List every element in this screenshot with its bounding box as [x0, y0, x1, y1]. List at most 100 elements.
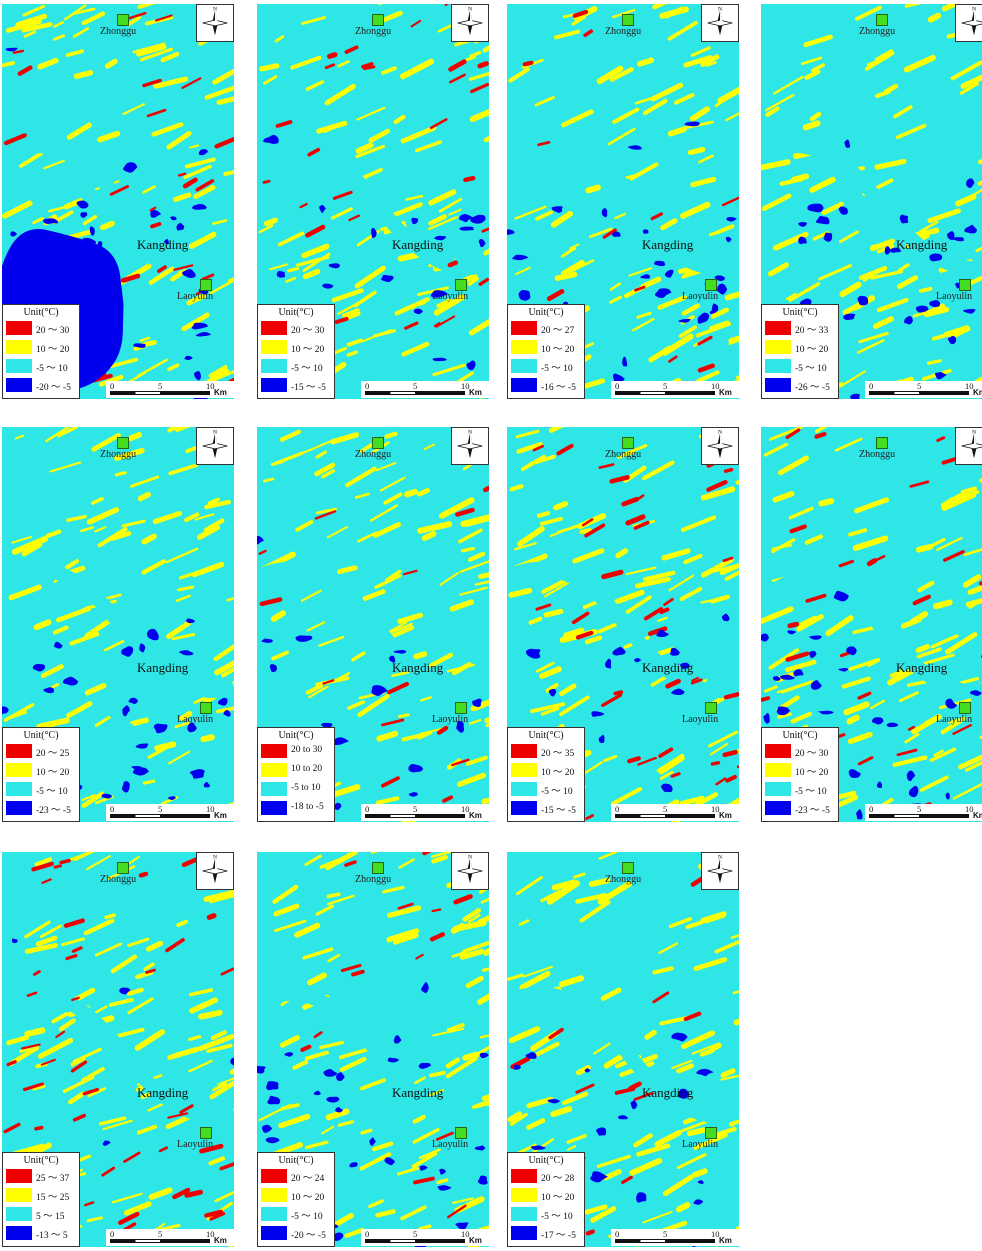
scale-unit-label: Km — [719, 1236, 732, 1245]
town-marker-laoyulin — [200, 1127, 212, 1139]
legend-row: -5 to 10 — [261, 782, 335, 796]
legend-row: 20 ～ 28 — [511, 1169, 585, 1184]
svg-text:N: N — [972, 430, 976, 436]
legend-range-label: -26 ～ -5 — [795, 383, 830, 393]
legend-range-label: 10 ～ 20 — [36, 345, 70, 355]
scale-unit-label: Km — [469, 811, 482, 820]
town-marker-laoyulin — [200, 279, 212, 291]
legend-range-label: 10 ～ 20 — [291, 345, 325, 355]
scale-tick-label: 10 — [711, 804, 720, 814]
legend-swatch — [511, 340, 537, 354]
scale-bar-graphic — [110, 814, 210, 818]
town-label-zhonggu: Zhonggu — [605, 449, 642, 460]
town-marker-laoyulin — [455, 279, 467, 291]
town-label-kangding: Kangding — [392, 660, 444, 675]
legend-swatch — [511, 1169, 537, 1183]
legend-title: Unit(°C) — [528, 1155, 564, 1166]
scale-unit-label: Km — [973, 388, 982, 397]
map-panel-6: Zhonggu Kangding Laoyulin N Unit(°C) 20 to 30… — [257, 427, 489, 822]
town-marker-zhonggu — [372, 862, 384, 874]
legend-swatch — [765, 378, 791, 392]
legend-row: 10 ～ 20 — [6, 340, 80, 355]
legend: Unit(°C) 20 to 30 10 to 20 -5 to 10 -18 to -… — [257, 727, 335, 822]
legend-swatch — [261, 1207, 287, 1221]
scale-tick-label: 10 — [965, 804, 974, 814]
legend-swatch — [6, 378, 32, 392]
legend-swatch — [6, 1188, 32, 1202]
legend-swatch — [6, 1169, 32, 1183]
legend-range-label: 20 ～ 35 — [541, 749, 575, 759]
legend-range-label: -5 ～ 10 — [541, 1212, 573, 1222]
town-label-laoyulin: Laoyulin — [682, 291, 719, 302]
town-label-laoyulin: Laoyulin — [177, 1139, 214, 1150]
legend-swatch — [261, 1226, 287, 1240]
scale-bar-graphic — [365, 814, 465, 818]
legend-range-label: 10 ～ 20 — [795, 768, 829, 778]
legend-range-label: 20 ～ 30 — [36, 326, 70, 336]
scale-tick-label: 5 — [663, 1229, 668, 1239]
legend-swatch — [261, 359, 287, 373]
legend-swatch — [6, 782, 32, 796]
legend-range-label: -17 ～ -5 — [541, 1231, 576, 1241]
legend-title: Unit(°C) — [782, 307, 818, 318]
svg-text:N: N — [468, 855, 472, 861]
legend-range-label: 20 ～ 33 — [795, 326, 829, 336]
svg-text:N: N — [468, 7, 472, 13]
legend-swatch — [511, 359, 537, 373]
town-marker-zhonggu — [372, 437, 384, 449]
legend-swatch — [261, 1188, 287, 1202]
town-label-zhonggu: Zhonggu — [100, 874, 137, 885]
town-label-zhonggu: Zhonggu — [859, 449, 896, 460]
scale-tick-label: 0 — [869, 804, 874, 814]
town-label-kangding: Kangding — [137, 237, 189, 252]
legend-range-label: 5 ～ 15 — [36, 1212, 65, 1222]
legend-row: 20 ～ 30 — [6, 321, 80, 336]
legend-swatch — [6, 763, 32, 777]
legend-swatch — [6, 1207, 32, 1221]
legend-row: 20 ～ 30 — [765, 744, 839, 759]
scale-unit-label: Km — [719, 388, 732, 397]
north-arrow-icon: N — [196, 427, 234, 465]
town-marker-zhonggu — [622, 437, 634, 449]
legend-range-label: -18 to -5 — [291, 802, 324, 812]
town-label-kangding: Kangding — [392, 237, 444, 252]
legend-swatch — [765, 801, 791, 815]
legend-row: -13 ～ 5 — [6, 1226, 80, 1241]
legend-swatch — [261, 321, 287, 335]
town-label-zhonggu: Zhonggu — [355, 874, 392, 885]
legend-row: 25 ～ 37 — [6, 1169, 80, 1184]
legend: Unit(°C) 25 ～ 37 15 ～ 25 5 ～ 15 -13 ～ 5 — [2, 1152, 80, 1247]
town-label-zhonggu: Zhonggu — [859, 26, 896, 37]
north-arrow-icon: N — [701, 4, 739, 42]
scale-unit-label: Km — [973, 811, 982, 820]
legend-swatch — [511, 1207, 537, 1221]
scale-tick-label: 5 — [917, 804, 922, 814]
scale-tick-label: 0 — [615, 804, 620, 814]
north-arrow-icon: N — [196, 852, 234, 890]
town-label-laoyulin: Laoyulin — [936, 714, 973, 725]
town-marker-zhonggu — [622, 862, 634, 874]
legend: Unit(°C) 20 ～ 33 10 ～ 20 -5 ～ 10 -26 ～ -5 — [761, 304, 839, 399]
scale-tick-label: 5 — [413, 381, 418, 391]
legend-title: Unit(°C) — [278, 730, 314, 741]
legend-range-label: 10 ～ 20 — [36, 768, 70, 778]
scale-tick-label: 0 — [365, 1229, 370, 1239]
legend-range-label: 15 ～ 25 — [36, 1193, 70, 1203]
town-label-laoyulin: Laoyulin — [432, 1139, 469, 1150]
legend-title: Unit(°C) — [528, 730, 564, 741]
legend-range-label: -23 ～ -5 — [795, 806, 830, 816]
legend-range-label: -15 ～ -5 — [291, 383, 326, 393]
north-arrow-icon: N — [955, 427, 982, 465]
legend: Unit(°C) 20 ～ 30 10 ～ 20 -5 ～ 10 -15 ～ -5 — [257, 304, 335, 399]
town-marker-laoyulin — [705, 279, 717, 291]
scale-tick-label: 0 — [365, 381, 370, 391]
town-marker-zhonggu — [117, 14, 129, 26]
town-label-laoyulin: Laoyulin — [177, 291, 214, 302]
